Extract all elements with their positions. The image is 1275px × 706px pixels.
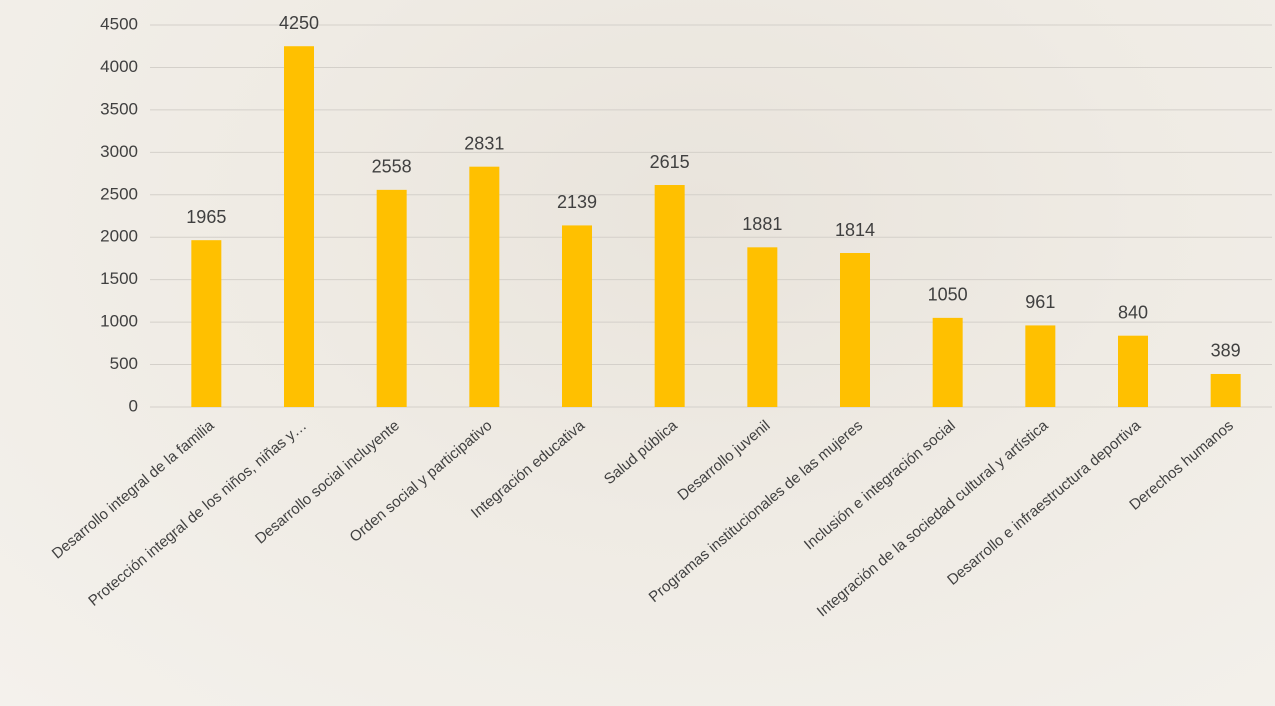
data-label: 2558 <box>372 157 412 177</box>
y-tick-label: 3500 <box>100 99 138 118</box>
bar <box>932 317 963 407</box>
x-tick-label: Inclusión e integración social <box>801 417 959 553</box>
y-tick-label: 0 <box>129 396 138 415</box>
y-tick-label: 2000 <box>100 227 138 246</box>
data-label: 2139 <box>557 192 597 212</box>
bar <box>1118 335 1148 407</box>
x-tick-label: Derechos humanos <box>1126 417 1237 514</box>
bar <box>191 240 222 407</box>
data-label: 961 <box>1025 292 1055 312</box>
data-label: 1881 <box>742 214 782 234</box>
x-tick-label: Desarrollo juvenil <box>674 417 773 504</box>
data-label: 840 <box>1118 302 1148 322</box>
data-label: 2831 <box>464 133 504 153</box>
y-tick-label: 4500 <box>100 14 138 33</box>
data-label: 4250 <box>279 13 319 33</box>
y-tick-label: 500 <box>110 354 138 373</box>
data-label: 389 <box>1211 341 1241 361</box>
bar <box>1210 373 1241 407</box>
y-tick-label: 4000 <box>100 57 138 76</box>
data-label: 1965 <box>186 207 226 227</box>
bar <box>840 253 870 407</box>
bar <box>469 166 500 407</box>
data-label: 2615 <box>650 152 690 172</box>
data-label: 1814 <box>835 220 875 240</box>
data-label: 1050 <box>928 285 968 305</box>
x-tick-label: Desarrollo e infraestructura deportiva <box>944 417 1144 589</box>
y-tick-label: 3000 <box>100 142 138 161</box>
bar <box>747 247 778 407</box>
bar <box>654 185 685 407</box>
y-tick-label: 1500 <box>100 269 138 288</box>
x-tick-label: Salud pública <box>601 417 681 488</box>
bar <box>562 225 592 407</box>
x-tick-label: Programas institucionales de las mujeres <box>646 417 866 606</box>
bar <box>1025 325 1056 407</box>
x-tick-label: Desarrollo integral de la familia <box>49 417 218 563</box>
bar <box>284 46 314 407</box>
y-tick-label: 1000 <box>100 312 138 331</box>
y-tick-label: 2500 <box>100 184 138 203</box>
bar <box>376 189 407 407</box>
